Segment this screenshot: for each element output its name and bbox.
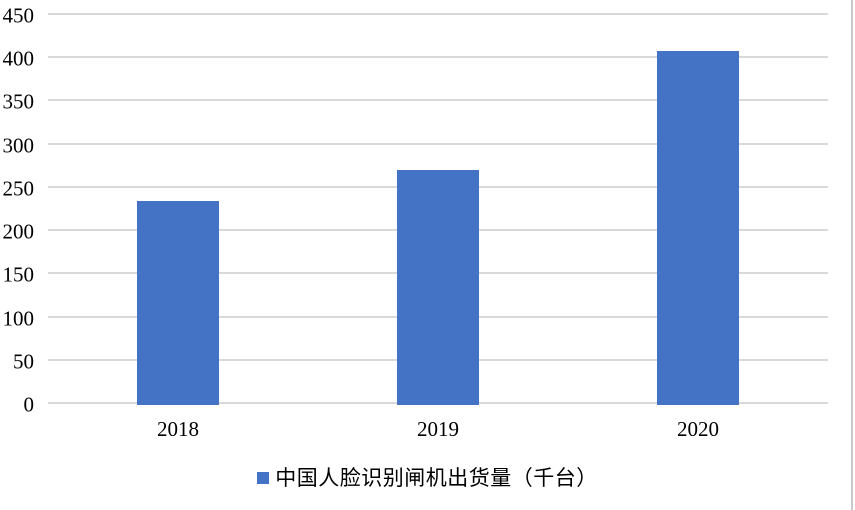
y-tick-label: 250 <box>2 176 35 201</box>
legend-label: 中国人脸识别闸机出货量（千台） <box>275 466 598 490</box>
bar-2019 <box>397 169 479 405</box>
legend-square-icon <box>257 472 270 484</box>
legend: 中国人脸识别闸机出货量（千台） <box>0 466 855 490</box>
y-tick-label: 200 <box>2 219 35 244</box>
y-tick-label: 350 <box>2 89 35 114</box>
y-tick-label: 100 <box>2 306 35 331</box>
y-tick-label: 400 <box>2 46 35 71</box>
x-tick-label-2018: 2018 <box>157 417 199 441</box>
x-tick-label-2019: 2019 <box>417 417 459 441</box>
y-tick-label: 50 <box>13 349 34 374</box>
bar-2018 <box>137 201 219 405</box>
y-tick-label: 150 <box>2 262 35 287</box>
gridline-y-400 <box>48 56 828 59</box>
gridline-y-300 <box>48 142 828 145</box>
bar-2020 <box>657 50 739 405</box>
gridline-y-350 <box>48 99 828 102</box>
y-tick-label: 450 <box>2 3 35 28</box>
y-tick-label: 300 <box>2 133 35 158</box>
x-tick-label-2020: 2020 <box>677 417 719 441</box>
y-tick-label: 0 <box>23 392 35 417</box>
image-right-border <box>851 0 853 510</box>
gridline-y-450 <box>48 13 828 15</box>
plot-area <box>48 13 828 405</box>
